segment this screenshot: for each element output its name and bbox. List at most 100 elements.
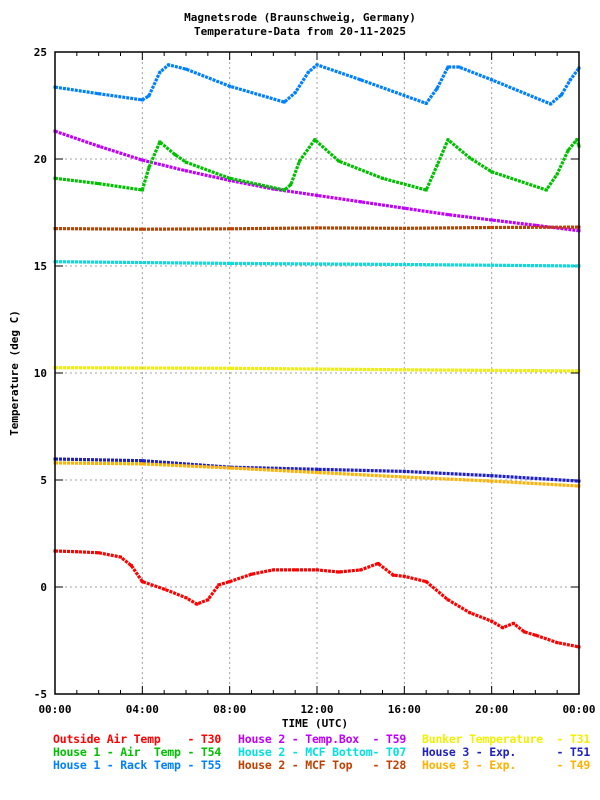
y-tick-label: -5 bbox=[34, 688, 47, 701]
data-point bbox=[315, 226, 319, 230]
data-point bbox=[129, 564, 133, 568]
data-point bbox=[435, 86, 439, 90]
data-point bbox=[402, 368, 406, 372]
data-point bbox=[228, 176, 232, 180]
x-tick-label: 00:00 bbox=[38, 703, 71, 716]
data-point bbox=[402, 475, 406, 479]
data-point bbox=[575, 138, 579, 142]
data-point bbox=[158, 70, 162, 74]
data-point bbox=[315, 63, 319, 67]
data-point bbox=[533, 223, 537, 227]
data-point bbox=[381, 176, 384, 180]
data-point bbox=[228, 466, 232, 470]
data-point bbox=[167, 63, 171, 67]
legend-entry-t28: House 2 - MCF Top - T28 bbox=[238, 758, 407, 772]
data-point bbox=[512, 621, 515, 625]
series-line-t55 bbox=[54, 63, 581, 106]
data-point bbox=[184, 169, 188, 173]
data-point bbox=[228, 261, 232, 265]
data-point bbox=[337, 570, 341, 574]
series-t30 bbox=[53, 549, 581, 649]
data-point bbox=[490, 619, 494, 623]
data-point bbox=[424, 101, 428, 105]
data-point bbox=[501, 626, 505, 630]
data-point bbox=[119, 555, 122, 559]
data-point bbox=[298, 159, 302, 163]
data-point bbox=[97, 92, 101, 96]
chart-subtitle: Temperature-Data from 20-11-2025 bbox=[194, 25, 406, 38]
data-point bbox=[140, 98, 144, 102]
y-tick-label: 15 bbox=[34, 260, 47, 273]
data-point bbox=[228, 178, 232, 182]
data-point bbox=[391, 573, 395, 577]
data-point bbox=[184, 67, 188, 71]
x-tick-label: 16:00 bbox=[388, 703, 421, 716]
data-point bbox=[435, 163, 439, 167]
data-point bbox=[147, 94, 151, 98]
data-point bbox=[228, 366, 232, 370]
data-point bbox=[490, 225, 494, 229]
data-point bbox=[424, 188, 428, 192]
data-point bbox=[228, 84, 232, 88]
y-tick-label: 25 bbox=[34, 46, 47, 59]
data-point bbox=[282, 100, 286, 104]
data-point bbox=[424, 580, 428, 584]
y-tick-label: 20 bbox=[34, 153, 47, 166]
data-point bbox=[206, 598, 210, 602]
data-point bbox=[402, 263, 406, 267]
series-line-t07 bbox=[54, 260, 580, 268]
data-point bbox=[402, 469, 406, 473]
x-tick-label: 08:00 bbox=[213, 703, 246, 716]
data-point bbox=[402, 206, 406, 210]
data-point bbox=[315, 568, 319, 572]
data-point bbox=[306, 70, 310, 74]
series-t28 bbox=[53, 225, 581, 231]
data-point bbox=[97, 182, 101, 186]
data-point bbox=[173, 153, 177, 157]
data-point bbox=[147, 166, 151, 170]
series-t55 bbox=[53, 63, 581, 106]
x-axis-label: TIME (UTC) bbox=[282, 717, 348, 730]
y-tick-label: 0 bbox=[40, 581, 47, 594]
data-point bbox=[75, 550, 79, 554]
data-point bbox=[271, 568, 275, 572]
data-point bbox=[490, 218, 494, 222]
x-tick-label: 20:00 bbox=[475, 703, 508, 716]
y-tick-label: 10 bbox=[34, 367, 47, 380]
data-point bbox=[446, 213, 450, 217]
data-point bbox=[97, 551, 101, 555]
data-point bbox=[315, 471, 319, 475]
data-point bbox=[402, 226, 406, 230]
data-point bbox=[555, 172, 559, 176]
data-point bbox=[140, 459, 144, 463]
series-line-t59 bbox=[54, 129, 580, 233]
data-point bbox=[140, 462, 144, 466]
data-point bbox=[533, 633, 537, 637]
legend-entry-t07: House 2 - MCF Bottom- T07 bbox=[238, 745, 407, 759]
data-point bbox=[446, 138, 450, 142]
legend-entry-t54: House 1 - Air Temp - T54 bbox=[53, 745, 222, 759]
data-point bbox=[568, 78, 572, 82]
data-point bbox=[140, 580, 144, 584]
series-line-t31 bbox=[54, 366, 580, 373]
data-point bbox=[97, 144, 101, 148]
data-point bbox=[315, 193, 319, 197]
legend-entry-t31: Bunker Temperature - T31 bbox=[422, 732, 591, 746]
data-point bbox=[555, 641, 559, 645]
data-point bbox=[315, 467, 319, 471]
chart-title: Magnetsrode (Braunschweig, Germany) bbox=[184, 11, 416, 24]
data-point bbox=[446, 598, 450, 602]
data-point bbox=[140, 158, 144, 162]
data-point bbox=[359, 200, 363, 204]
data-point bbox=[468, 611, 472, 615]
data-point bbox=[490, 479, 494, 483]
data-point bbox=[293, 91, 297, 95]
y-tick-label: 5 bbox=[40, 474, 47, 487]
data-point bbox=[446, 65, 450, 69]
data-point bbox=[250, 572, 253, 576]
data-point bbox=[522, 630, 526, 634]
legend-entry-t49: House 3 - Exp. - T49 bbox=[422, 758, 591, 772]
data-point bbox=[549, 102, 553, 106]
data-point bbox=[289, 183, 293, 187]
